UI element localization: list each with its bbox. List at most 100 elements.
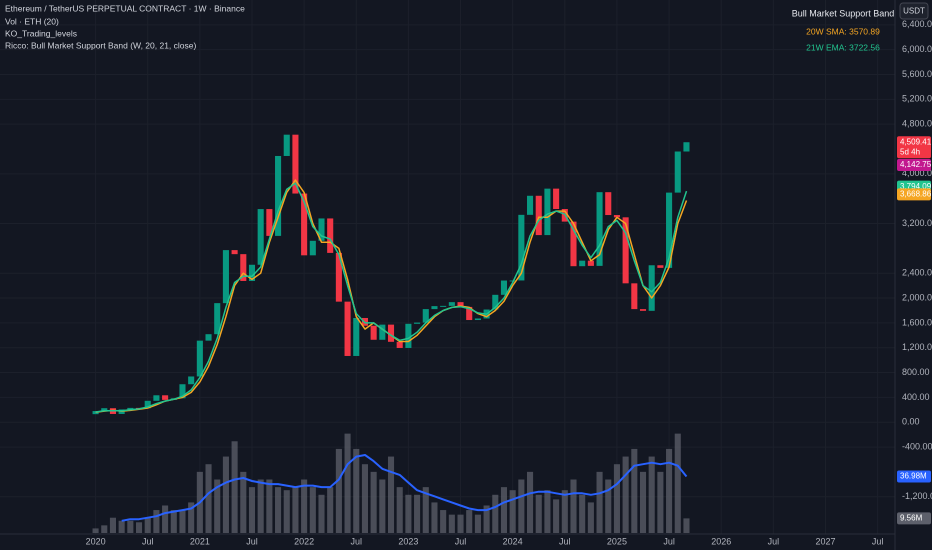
price-badge [897,512,931,525]
price-badge [897,136,931,159]
candle [257,209,264,265]
volume-bar [457,514,464,533]
volume-bar [657,471,664,533]
y-tick-label: 3,200.00 [902,218,932,228]
volume-bar [648,456,655,533]
volume-bar [518,479,525,533]
candle [162,395,169,400]
candle [639,309,647,311]
volume-bar [527,471,534,533]
volume-bar [666,448,673,533]
x-tick-label: Jul [246,536,258,546]
volume-bar [214,479,221,533]
volume-bar [579,494,586,533]
volume-bar [674,433,681,533]
candle [344,301,351,356]
x-tick-label: 2022 [294,536,314,546]
price-badge [897,188,931,201]
price-badge [897,158,931,171]
y-tick-label: 5,200.00 [902,94,932,104]
currency-label[interactable]: USDT [903,7,925,16]
candle [387,324,395,342]
y-tick-label: 1,200.00 [902,342,932,352]
legend-entry: 20W SMA: 3570.89 [806,26,880,36]
volume-bar [448,514,455,533]
line-series [121,454,688,522]
volume-bar [370,471,377,533]
volume-bar [500,487,508,533]
volume-bar [639,471,647,533]
candle [422,309,429,323]
volume-bar [327,487,334,533]
volume-bar [440,510,447,533]
chart-title: Ethereum / TetherUS PERPETUAL CONTRACT ·… [5,3,245,13]
candle [188,376,195,385]
volume-bar [596,471,603,533]
x-tick-label: 2023 [398,536,418,546]
volume-bar [188,502,195,533]
volume-bar [170,510,177,533]
volume-bar [135,522,143,533]
candle [283,134,290,156]
y-tick-label: 4,000.00 [902,168,932,178]
candle [309,240,316,256]
volume-bar [431,502,438,533]
volume-bar [683,518,690,533]
candle [674,151,681,193]
volume-bar [257,479,264,533]
indicator-label: KO_Trading_levels [5,28,77,38]
indicator-label: Ricco: Bull Market Support Band (W, 20, … [5,40,197,50]
candle [275,155,282,236]
volume-bar [144,517,151,533]
indicator-label: Vol · ETH (20) [5,16,59,26]
candle [222,250,229,304]
candle [101,408,108,412]
x-tick-label: Jul [872,536,884,546]
x-tick-label: 2020 [86,536,106,546]
candle [92,411,99,415]
candle [466,306,473,321]
candle [666,192,673,268]
legend-title: Bull Market Support Band [792,8,895,18]
candle [353,317,360,356]
y-tick-label: 6,000.00 [902,44,932,54]
y-tick-label: 6,400.00 [902,19,932,29]
volume-bar [275,487,282,533]
candle [579,260,586,267]
candle [431,306,438,310]
currency-button[interactable] [899,2,929,20]
candle [379,324,386,340]
volume-bar [396,487,403,533]
price-badge-label: 9.56M [900,513,923,522]
candle [518,214,525,281]
volume-bar [535,494,542,533]
x-tick-label: Jul [559,536,571,546]
y-tick-label: 0.00 [902,417,920,427]
candle [370,325,377,340]
candle [196,340,203,377]
volume-bar [266,479,273,533]
volume-bar [553,499,560,533]
volume-bar [561,490,568,533]
candle [657,265,664,268]
candle [492,294,499,310]
candle [231,250,238,255]
candle [622,217,629,284]
price-badge-label: 36.98M [900,472,927,481]
x-tick-label: Jul [142,536,154,546]
volume-bar [240,471,247,533]
volume-bar [492,494,499,533]
candle [205,334,212,341]
volume-bar [361,464,368,533]
volume-bar [570,479,577,533]
x-tick-label: 2026 [711,536,731,546]
volume-bar [466,510,473,533]
y-tick-label: 2,000.00 [902,292,932,302]
volume-bar [109,517,117,533]
x-tick-label: Jul [455,536,467,546]
volume-bar [92,528,99,533]
candle [605,192,612,216]
candle [535,195,542,236]
